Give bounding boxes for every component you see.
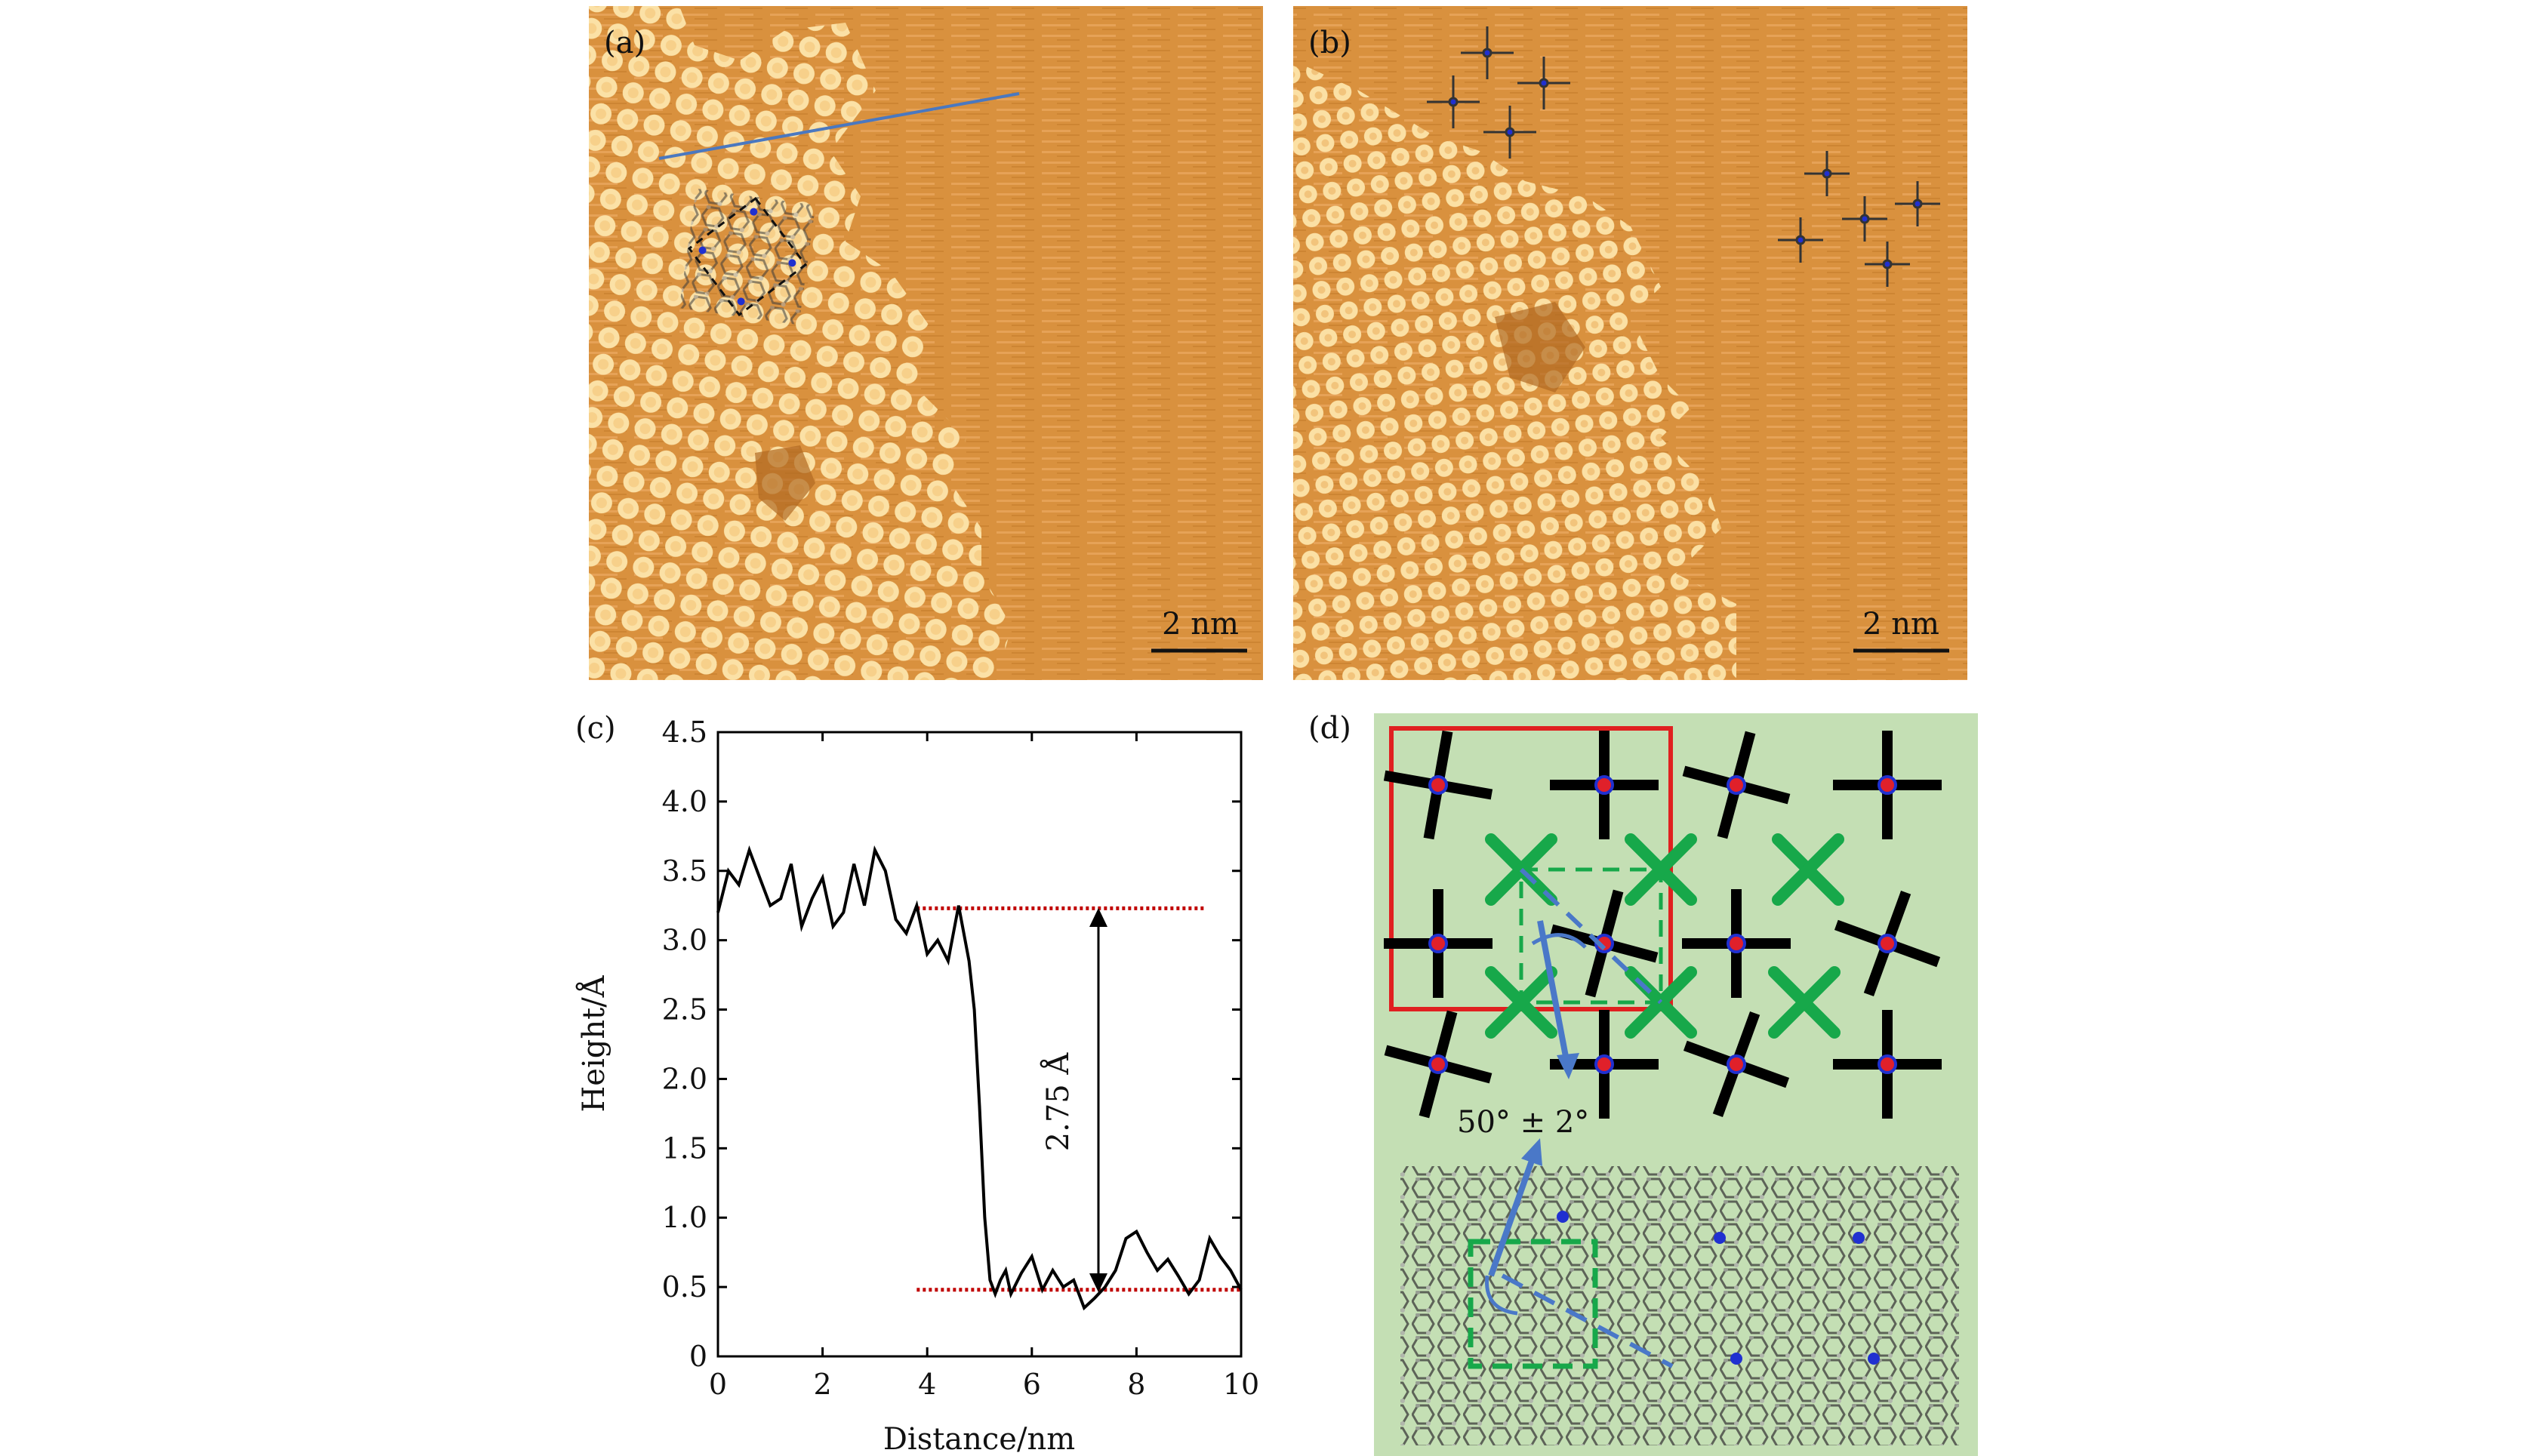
panel-a-label: (a) xyxy=(604,26,645,60)
reference-lines xyxy=(916,906,1241,1292)
molecule-cross-array xyxy=(1383,730,1942,1119)
y-tick-label: 1.5 xyxy=(662,1131,707,1165)
rotation-angle-label: 50° ± 2° xyxy=(1457,1105,1589,1140)
panel-b-molecule-models xyxy=(1427,26,1940,287)
molecular-model-lattice xyxy=(1400,1166,1959,1445)
step-height-annotation: 2.75 Å xyxy=(1040,1052,1076,1152)
molecule-cross xyxy=(1682,889,1791,998)
blue-dashed-top xyxy=(1519,867,1663,1005)
panel-a-pore xyxy=(755,445,815,521)
molecule-cross xyxy=(1682,731,1791,839)
y-tick-label: 3.5 xyxy=(662,854,707,888)
blue-arrow-down xyxy=(1537,920,1579,1079)
panel-c-chart: (c) 0 0.5 1.0 1.5 2.0 2.5 3.0 3.5 4.0 4.5 0 2 4 6 8 10… xyxy=(575,711,1259,1456)
panel-a-scale-label: 2 nm xyxy=(1162,607,1239,642)
molecule-cross xyxy=(1383,730,1493,840)
y-tick-label: 1.0 xyxy=(662,1201,707,1234)
molecule-cross xyxy=(1384,889,1492,998)
molecule-cross xyxy=(1683,1011,1790,1118)
y-tick-label: 2.5 xyxy=(662,993,707,1027)
panel-a: (a) 2 nm xyxy=(589,6,1263,680)
panel-a-terrace xyxy=(589,6,1012,680)
x-tick-label: 2 xyxy=(814,1368,832,1401)
panel-c-label: (c) xyxy=(575,711,616,746)
y-tick-label: 2.0 xyxy=(662,1062,707,1095)
y-tick-label: 0 xyxy=(689,1340,707,1373)
blue-angle-arc-top xyxy=(1531,933,1587,949)
panel-d: (d) 50° ± 2° xyxy=(1308,711,1978,1456)
plot-frame xyxy=(716,731,1243,1358)
green-dashed-cell-bottom xyxy=(1468,1239,1598,1369)
y-tick-label: 4.0 xyxy=(662,785,707,818)
panel-a-molecule-model xyxy=(679,188,816,325)
molecule-cross xyxy=(1550,731,1659,839)
green-dashed-cell-top xyxy=(1519,867,1663,1005)
x-axis-label: Distance/nm xyxy=(883,1422,1075,1456)
x-ticks: 0 2 4 6 8 10 xyxy=(709,732,1259,1401)
molecule-cross xyxy=(1833,731,1942,839)
panel-b-pore xyxy=(1495,302,1585,392)
panel-b-label: (b) xyxy=(1308,26,1351,60)
x-tick-label: 6 xyxy=(1023,1368,1041,1401)
x-tick-label: 10 xyxy=(1223,1368,1259,1401)
molecule-cross xyxy=(1550,889,1659,998)
molecule-cross xyxy=(1834,890,1941,997)
blue-arrow-up xyxy=(1488,1138,1542,1277)
x-tick-label: 8 xyxy=(1127,1368,1145,1401)
y-tick-label: 0.5 xyxy=(662,1270,707,1304)
molecule-cross xyxy=(1833,1010,1942,1119)
y-tick-label: 4.5 xyxy=(662,716,707,749)
y-tick-label: 3.0 xyxy=(662,924,707,957)
panel-a-profile-line xyxy=(658,92,1020,160)
height-profile-line xyxy=(716,845,1243,1311)
y-ticks: 0 0.5 1.0 1.5 2.0 2.5 3.0 3.5 4.0 4.5 xyxy=(662,716,1241,1373)
step-arrow xyxy=(1089,908,1107,1292)
panel-b-scale-label: 2 nm xyxy=(1862,607,1939,642)
x-tick-label: 4 xyxy=(918,1368,936,1401)
molecule-cross xyxy=(1384,1010,1492,1119)
x-tick-label: 0 xyxy=(709,1368,727,1401)
y-axis-label: Height/Å xyxy=(576,974,611,1112)
panel-d-label: (d) xyxy=(1308,711,1351,746)
blue-angle-arc-bottom xyxy=(1485,1275,1518,1316)
panel-b: (b) 2 nm xyxy=(1293,6,1967,680)
blue-dashed-bottom xyxy=(1501,1273,1674,1368)
